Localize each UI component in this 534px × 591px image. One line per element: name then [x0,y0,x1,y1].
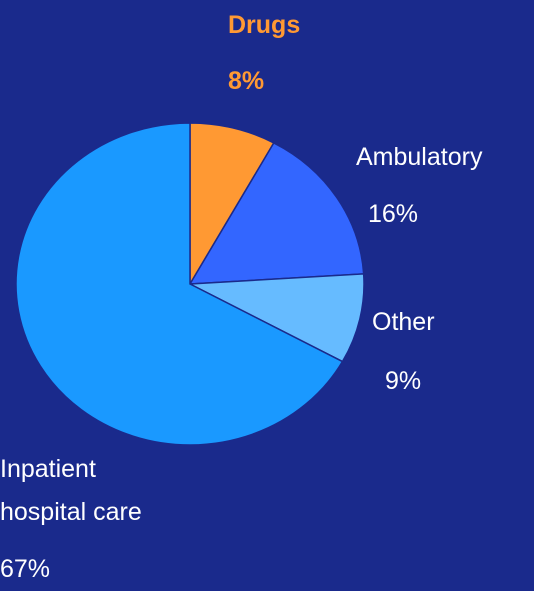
slice-value-label: 8% [228,67,265,95]
slice-label: Ambulatory [356,143,483,171]
slice-value-label: 67% [0,555,51,583]
slice-label: Other [372,308,435,336]
pie-slice [188,141,365,285]
slice-label: Drugs [228,11,301,39]
slice-value-label: 9% [385,367,422,395]
slice-value-label: 16% [368,200,419,228]
pie-slice [187,273,365,363]
slice-label: Inpatient hospital care [0,455,142,526]
pie-slice [15,122,344,446]
